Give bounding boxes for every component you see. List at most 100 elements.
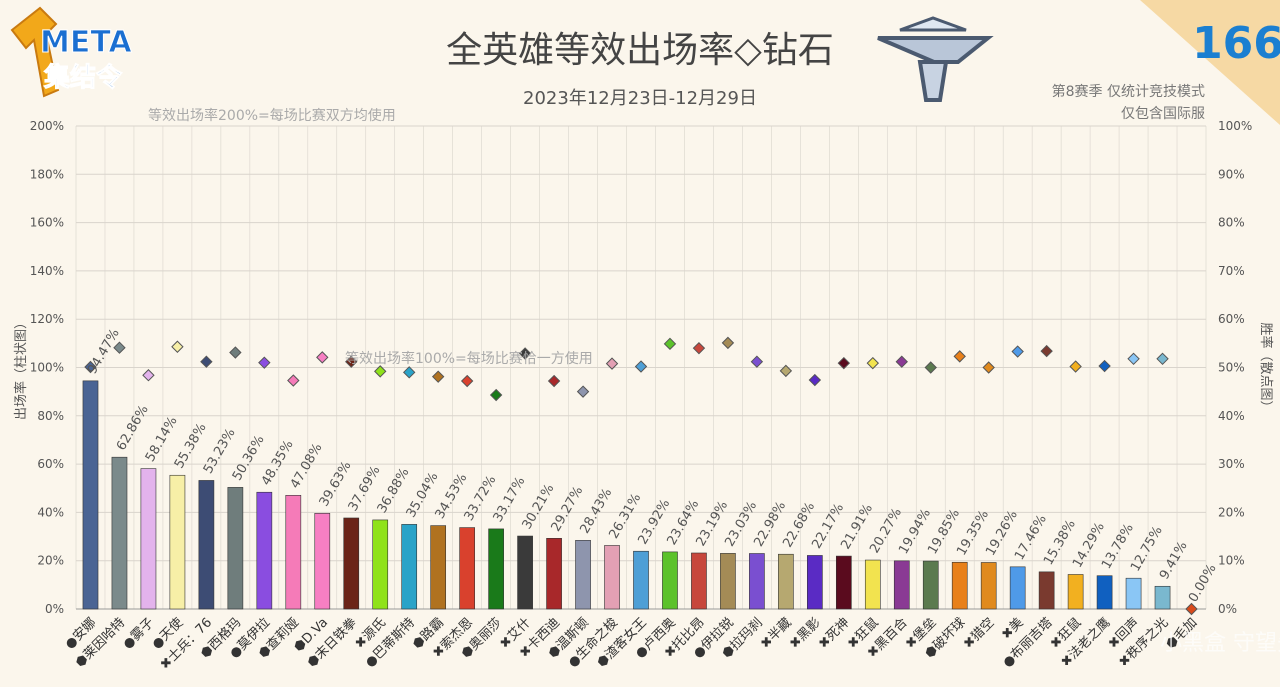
pick-rate-bar (1096, 575, 1113, 610)
right-tick-label: 50% (1218, 361, 1245, 375)
meta-logo: META 集结令 (10, 6, 133, 98)
left-axis-title: 出场率（柱状图） (13, 316, 29, 420)
win-rate-point (895, 355, 908, 368)
right-tick-label: 80% (1218, 216, 1245, 230)
win-rate-point (402, 366, 416, 379)
pick-rate-bar (575, 540, 591, 610)
chart-title: 全英雄等效出场率◇钻石 (446, 30, 834, 71)
pick-rate-bar (401, 524, 418, 610)
right-tick-label: 90% (1218, 167, 1245, 181)
right-tick-label: 40% (1218, 409, 1245, 423)
win-rate-point (431, 370, 445, 383)
hero-name-label: ●雾子 (120, 615, 157, 652)
win-rate-point (605, 357, 619, 370)
pick-rate-bar (488, 528, 504, 610)
pick-rate-bar (546, 538, 562, 610)
left-tick-label: 80% (37, 409, 64, 423)
pick-rate-bar (1125, 577, 1142, 610)
win-rate-point (779, 364, 793, 378)
pick-rate-label: 0.00% (1186, 562, 1220, 605)
win-rate-point (316, 351, 329, 364)
pick-rate-bar (314, 512, 331, 610)
diamond-rank-icon (877, 16, 994, 102)
win-rate-point (1127, 352, 1140, 366)
left-tick-label: 60% (37, 457, 64, 471)
pick-rate-bar (169, 474, 186, 610)
pick-rate-bar (517, 535, 533, 610)
win-rate-point (1069, 360, 1082, 373)
pick-rate-label: 62.86% (114, 403, 152, 453)
watermark: 小黑盒 守望先锋话语 (1160, 631, 1280, 656)
win-rate-point (692, 341, 706, 355)
win-rate-point (200, 355, 213, 368)
win-rate-point (808, 373, 822, 387)
right-tick-label: 30% (1218, 457, 1245, 471)
left-tick-label: 120% (30, 312, 64, 326)
win-rate-point (142, 369, 155, 382)
logo-line2: 集结令 (43, 62, 123, 93)
hero-name-label: ✖黑影 (787, 615, 824, 652)
win-rate-point (345, 355, 358, 368)
pick-rate-bar (749, 553, 765, 610)
right-tick-label: 60% (1218, 312, 1245, 326)
season-note: 第8赛季 仅统计竞技模式 (1052, 83, 1205, 100)
server-note: 仅包含国际服 (1121, 106, 1205, 122)
pick-rate-bar (227, 487, 244, 610)
hero-name-label: ✖猎空 (961, 615, 998, 652)
ref-200-annotation: 等效出场率200%=每场比赛双方均使用 (148, 107, 396, 124)
ref-100-annotation: 等效出场率100%=每场比赛恰一方使用 (345, 350, 593, 367)
win-rate-point (547, 374, 561, 388)
logo-line1: META (40, 25, 132, 60)
right-tick-label: 100% (1218, 119, 1252, 133)
pick-rate-bar (691, 552, 707, 610)
bar-layer (82, 380, 1171, 610)
left-tick-label: 100% (30, 361, 64, 375)
pick-rate-bar (459, 527, 475, 610)
win-rate-point (287, 374, 300, 387)
left-tick-label: 40% (37, 505, 64, 519)
win-rate-point (374, 365, 387, 378)
win-rate-point (924, 361, 937, 374)
win-rate-point (258, 356, 271, 369)
pick-rate-bar (1009, 566, 1026, 610)
win-rate-point (750, 355, 764, 368)
win-rate-point (576, 385, 590, 398)
pick-rate-bar (922, 560, 939, 610)
hero-name-label: ✖半藏 (758, 615, 795, 652)
pick-rate-bar (633, 550, 649, 610)
pick-rate-bar (343, 517, 360, 610)
win-rate-point (663, 337, 677, 351)
win-rate-point (1011, 345, 1024, 358)
right-tick-label: 10% (1218, 554, 1245, 568)
pick-rate-bar (198, 480, 215, 610)
win-rate-point (518, 347, 532, 360)
grid-layer: 0% 20% 40% 60% 80% 100% 120% 140% 160% 180% 200% 0%… (30, 119, 1253, 616)
win-rate-point (721, 336, 735, 350)
win-rate-point (113, 341, 126, 354)
pick-rate-bar (1154, 585, 1171, 610)
pick-rate-label: 94.47% (85, 326, 123, 376)
issue-number: 166 (1192, 18, 1280, 69)
win-rate-point (460, 374, 474, 388)
pick-rate-bar (372, 519, 389, 610)
logo-hammer-icon (10, 6, 60, 98)
pick-rate-bar (140, 468, 157, 610)
pick-rate-bar (778, 553, 794, 610)
left-tick-label: 20% (37, 554, 64, 568)
pick-rate-bar (951, 561, 968, 610)
pick-rate-bar (285, 495, 302, 610)
pick-rate-bar (256, 491, 273, 610)
win-rate-point (982, 361, 995, 374)
pick-rate-bar (864, 559, 881, 610)
win-rate-point (837, 356, 851, 370)
pick-rate-bar (807, 555, 823, 610)
left-tick-label: 0% (45, 602, 64, 616)
pick-rate-bar (604, 545, 620, 610)
win-rate-point (1040, 344, 1053, 358)
date-range: 2023年12月23日-12月29日 (523, 88, 757, 109)
pick-rate-bar (430, 525, 447, 610)
pick-rate-bar (835, 555, 852, 610)
pick-rate-bar (980, 562, 997, 610)
win-rate-point (866, 356, 880, 370)
